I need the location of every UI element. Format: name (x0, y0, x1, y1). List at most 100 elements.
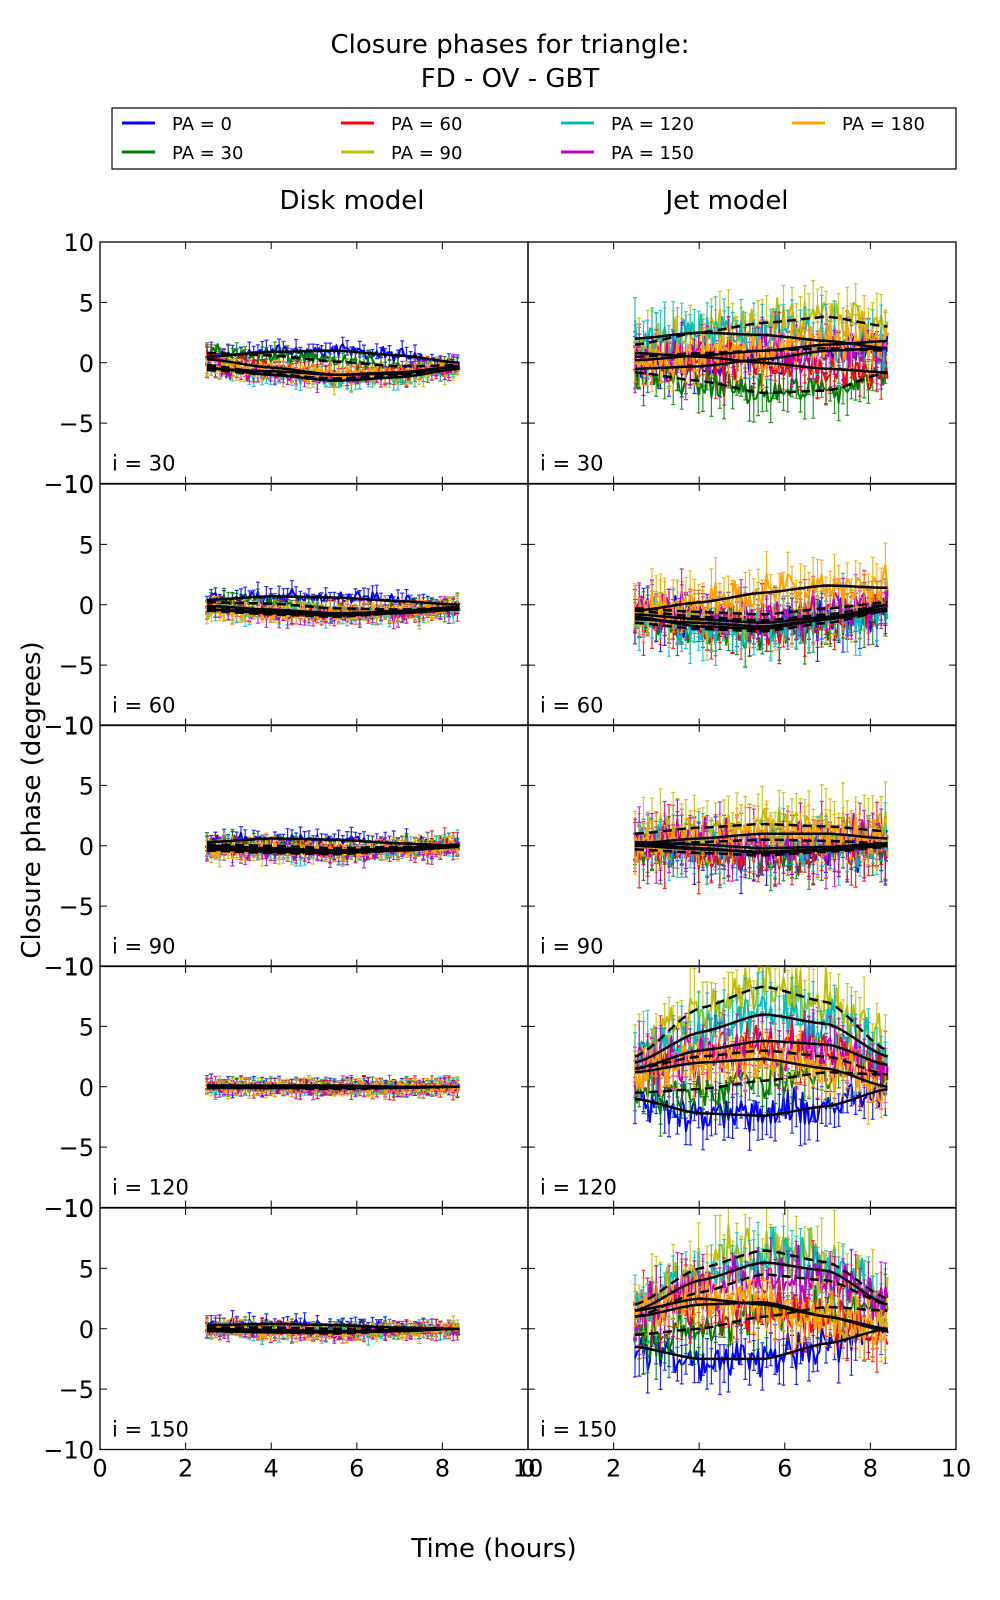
y-tick-label: −10 (43, 1195, 94, 1223)
model-curve-pa-0 (206, 595, 460, 607)
panel-frame (527, 483, 957, 727)
model-curve-pa-180 (634, 1297, 888, 1331)
model-curve-pa-90 (634, 1249, 888, 1306)
model-curve-pa-150 (634, 1049, 888, 1076)
model-curve-pa-150 (634, 1273, 888, 1318)
panel-inclination-label: i = 30 (540, 452, 604, 476)
model-curve-pa-0 (206, 837, 460, 848)
x-tick-label: 0 (520, 1455, 535, 1483)
model-curve-pa-180 (634, 339, 888, 362)
y-tick-label: −5 (59, 1134, 94, 1162)
panel-jet-model-i-30: i = 30 (527, 241, 957, 485)
model-curve-pa-150 (206, 366, 460, 380)
panel-inclination-label: i = 120 (112, 1176, 189, 1200)
y-tick-label: 0 (79, 1316, 94, 1344)
legend-label-pa-90: PA = 90 (391, 143, 462, 164)
model-curve-pa-30 (634, 845, 888, 857)
panel-disk-model-i-120: i = 120 −10 −5 0 5 10 (43, 953, 529, 1223)
x-tick-label: 8 (435, 1455, 450, 1483)
x-tick-label: 4 (264, 1455, 279, 1483)
y-tick-label: −5 (59, 652, 94, 680)
x-tick-label: 10 (513, 1455, 544, 1483)
x-tick-label: 10 (941, 1455, 972, 1483)
model-curve-pa-30 (634, 371, 888, 395)
x-tick-label: 2 (606, 1455, 621, 1483)
y-tick-label: 0 (79, 350, 94, 378)
y-tick-label: 5 (79, 289, 94, 317)
x-tick-label: 0 (92, 1455, 107, 1483)
model-curve-pa-180 (634, 832, 888, 845)
model-curve-pa-30 (634, 609, 888, 633)
y-tick-label: 0 (79, 1074, 94, 1102)
y-tick-label: 10 (63, 471, 94, 499)
y-tick-label: −5 (59, 410, 94, 438)
y-tick-label: −10 (43, 713, 94, 741)
model-curve-pa-150 (206, 845, 460, 856)
legend-label-pa-180: PA = 180 (842, 114, 925, 135)
y-tick-label: 10 (63, 712, 94, 740)
y-tick-label: −5 (59, 1376, 94, 1404)
y-tick-label: −10 (43, 1437, 94, 1465)
panel-inclination-label: i = 90 (112, 935, 176, 959)
legend-label-pa-150: PA = 150 (611, 143, 694, 164)
panel-inclination-label: i = 30 (112, 452, 176, 476)
y-tick-label: 5 (79, 531, 94, 559)
y-tick-label: 10 (63, 229, 94, 257)
column-title-disk-model: Disk model (279, 186, 424, 216)
model-curve-pa-120 (634, 1013, 888, 1064)
panel-disk-model-i-60: i = 60 −10 −5 0 5 10 (43, 471, 529, 741)
y-axis-label: Closure phase (degrees) (17, 641, 47, 958)
legend-label-pa-30: PA = 30 (172, 143, 243, 164)
y-tick-label: 10 (63, 1195, 94, 1223)
model-curve-pa-60 (634, 1039, 888, 1070)
x-tick-label: 2 (178, 1455, 193, 1483)
model-curve-pa-180 (206, 365, 460, 377)
figure-title-line2: FD - OV - GBT (421, 64, 600, 94)
model-curve-pa-180 (207, 1327, 460, 1334)
model-curve-pa-60 (634, 842, 888, 855)
model-curve-pa-30 (634, 1305, 888, 1337)
y-tick-label: 5 (79, 1255, 94, 1283)
panel-jet-model-i-120: i = 120 (527, 965, 957, 1209)
model-curve-pa-90 (634, 603, 888, 622)
y-tick-label: −10 (43, 954, 94, 982)
y-tick-label: −10 (43, 471, 94, 499)
model-curve-pa-150 (634, 601, 888, 616)
model-curve-pa-0 (634, 1327, 888, 1361)
series-pa-0 (633, 1056, 889, 1151)
panel-inclination-label: i = 60 (112, 694, 176, 718)
model-curve-pa-90 (634, 315, 888, 346)
model-curve-pa-180 (206, 605, 460, 616)
x-axis-label: Time (hours) (410, 1534, 576, 1564)
series-pa-180 (633, 1020, 889, 1125)
panel-inclination-label: i = 60 (540, 694, 604, 718)
y-tick-label: 5 (79, 1013, 94, 1041)
data-line-pa-90 (634, 966, 889, 1079)
data-line-pa-150 (634, 1244, 889, 1332)
data-line-pa-180 (634, 1272, 889, 1346)
model-curve-pa-60 (634, 351, 888, 374)
data-line-pa-180 (634, 1040, 889, 1104)
model-curve-pa-180 (207, 844, 460, 852)
figure-title-line1: Closure phases for triangle: (331, 30, 690, 60)
model-curve-pa-120 (634, 609, 888, 628)
model-curve-pa-120 (634, 1261, 888, 1312)
x-tick-label: 4 (692, 1455, 707, 1483)
legend-label-pa-60: PA = 60 (391, 114, 462, 135)
model-curve-pa-90 (634, 822, 888, 835)
model-curve-pa-60 (634, 603, 888, 631)
data-line-pa-180 (634, 318, 889, 377)
model-curve-pa-180 (634, 584, 888, 613)
panel-disk-model-i-90: i = 90 −10 −5 0 5 10 (43, 712, 529, 982)
x-tick-label: 6 (777, 1455, 792, 1483)
panel-inclination-label: i = 120 (540, 1176, 617, 1200)
legend-label-pa-120: PA = 120 (611, 114, 694, 135)
y-tick-label: 0 (79, 592, 94, 620)
panel-inclination-label: i = 90 (540, 935, 604, 959)
panel-frame (527, 1207, 957, 1451)
model-curve-pa-90 (634, 985, 889, 1058)
